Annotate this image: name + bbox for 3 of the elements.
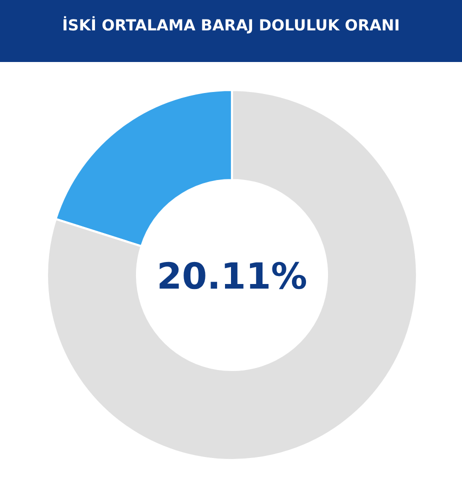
chart-title: İSKİ ORTALAMA BARAJ DOLULUK ORANI [64, 16, 398, 34]
text: 20.11% [160, 262, 306, 290]
donut-slice [46, 88, 418, 462]
